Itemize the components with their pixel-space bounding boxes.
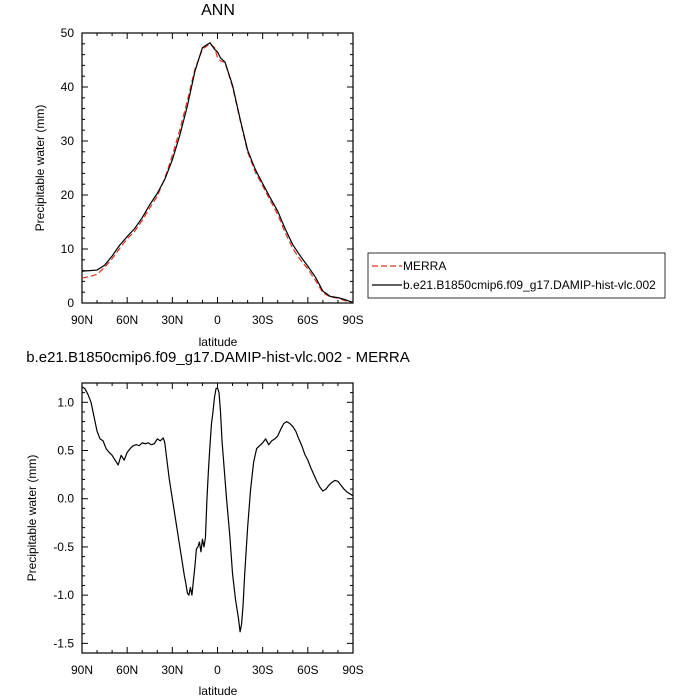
plot-frame bbox=[81, 32, 354, 304]
x-tick-label: 0 bbox=[214, 313, 221, 327]
series-group bbox=[81, 386, 354, 633]
chart-difference: b.e21.B1850cmip6.f09_g17.DAMIP-hist-vlc.… bbox=[25, 349, 410, 698]
y-axis-label: Precipitable water (mm) bbox=[33, 105, 47, 232]
x-tick-label: 60S bbox=[297, 663, 318, 677]
x-tick-label: 60N bbox=[116, 313, 138, 327]
y-axis-label: Precipitable water (mm) bbox=[25, 455, 39, 582]
y-axis: 0 10 20 30 40 50 bbox=[61, 26, 353, 310]
y-tick-label: 40 bbox=[61, 80, 75, 94]
x-tick-label: 90S bbox=[342, 313, 363, 327]
x-tick-label: 30N bbox=[161, 663, 183, 677]
legend-label-merra: MERRA bbox=[403, 259, 446, 273]
x-tick-label: 30S bbox=[252, 663, 273, 677]
y-tick-label: 0.0 bbox=[57, 492, 74, 506]
x-tick-label: 60S bbox=[297, 313, 318, 327]
legend-box bbox=[367, 252, 666, 299]
x-axis-label: latitude bbox=[199, 684, 238, 698]
y-tick-label: -1.0 bbox=[53, 588, 74, 602]
series-group bbox=[81, 42, 354, 304]
chart-annual-mean: ANN 0 10 20 30 40 50 90N 60N 30N 0 30S 60S 90S Prec… bbox=[33, 2, 364, 349]
x-tick-label: 30S bbox=[252, 313, 273, 327]
legend-label-model: b.e21.B1850cmip6.f09_g17.DAMIP-hist-vlc.… bbox=[403, 278, 656, 292]
chart-title: ANN bbox=[201, 2, 235, 19]
y-tick-label: 1.0 bbox=[57, 395, 74, 409]
y-tick-label: -0.5 bbox=[53, 540, 74, 554]
x-tick-label: 90N bbox=[71, 313, 93, 327]
plot-frame bbox=[81, 382, 354, 654]
legend: MERRA b.e21.B1850cmip6.f09_g17.DAMIP-his… bbox=[367, 252, 666, 299]
x-axis: 90N 60N 30N 0 30S 60S 90S bbox=[71, 33, 364, 327]
x-tick-label: 30N bbox=[161, 313, 183, 327]
y-tick-label: 10 bbox=[61, 242, 75, 256]
series-line-model bbox=[81, 42, 354, 304]
y-tick-label: 50 bbox=[61, 26, 75, 40]
x-tick-label: 0 bbox=[214, 663, 221, 677]
y-tick-label: 20 bbox=[61, 188, 75, 202]
series-line-merra bbox=[81, 43, 354, 304]
x-tick-label: 90S bbox=[342, 663, 363, 677]
y-tick-label: 0.5 bbox=[57, 444, 74, 458]
y-tick-label: -1.5 bbox=[53, 636, 74, 650]
chart-title: b.e21.B1850cmip6.f09_g17.DAMIP-hist-vlc.… bbox=[26, 349, 410, 366]
y-tick-label: 30 bbox=[61, 134, 75, 148]
series-line-difference bbox=[81, 386, 354, 633]
x-axis-label: latitude bbox=[199, 335, 238, 349]
y-tick-label: 0 bbox=[67, 296, 74, 310]
x-tick-label: 60N bbox=[116, 663, 138, 677]
x-axis: 90N 60N 30N 0 30S 60S 90S bbox=[71, 383, 364, 677]
y-axis: 1.0 0.5 0.0 -0.5 -1.0 -1.5 bbox=[53, 382, 353, 654]
x-tick-label: 90N bbox=[71, 663, 93, 677]
